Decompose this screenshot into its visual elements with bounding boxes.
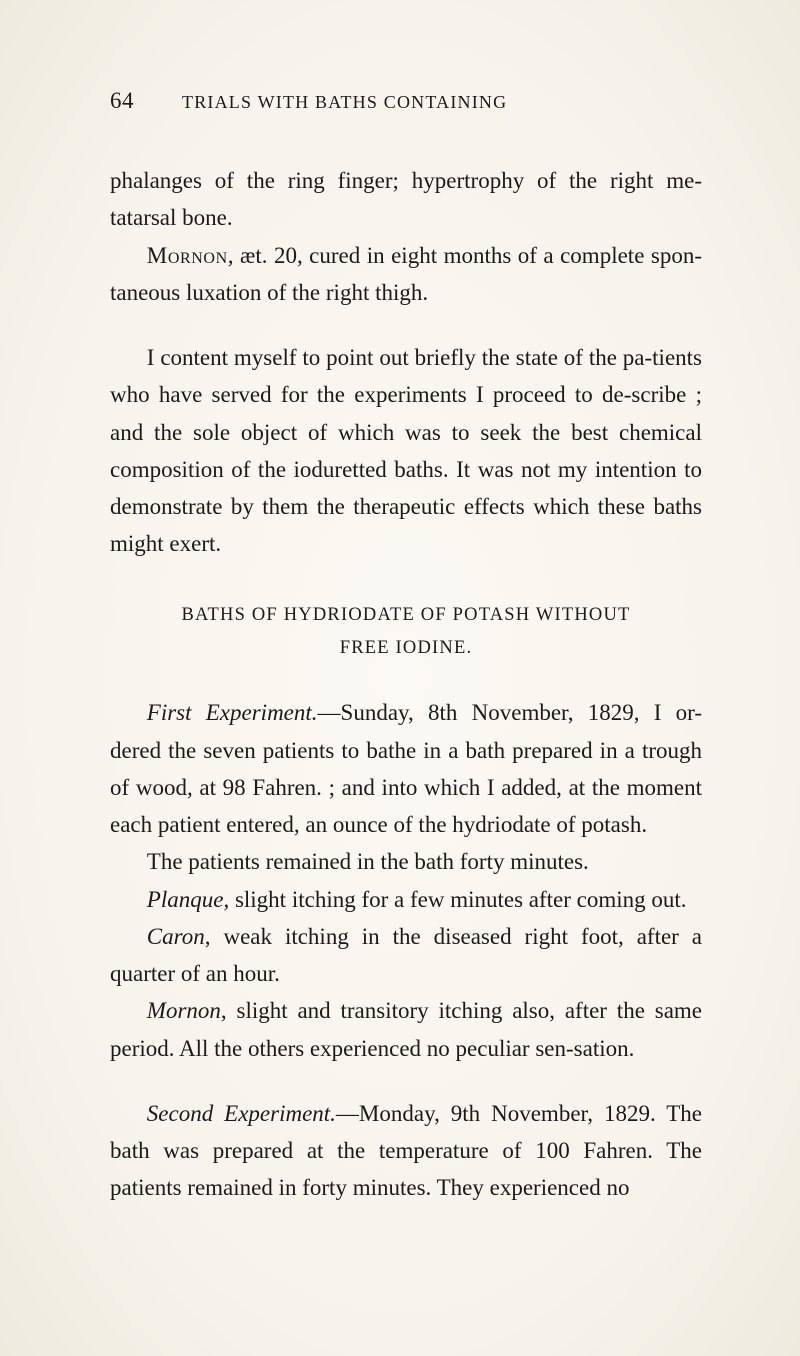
name-mornon-2: Mornon: [147, 998, 221, 1023]
page-number: 64: [110, 88, 134, 114]
running-title: TRIALS WITH BATHS CONTAINING: [182, 92, 507, 113]
paragraph-6-rest: slight itching for a few minutes after c…: [229, 887, 686, 912]
running-head: 64 TRIALS WITH BATHS CONTAINING: [110, 88, 702, 114]
paragraph-1: phalanges of the ring finger; hypertroph…: [110, 162, 702, 237]
paragraph-9: Second Experiment.—Monday, 9th November,…: [110, 1095, 702, 1207]
paragraph-block-1: phalanges of the ring finger; hypertroph…: [110, 162, 702, 311]
paragraph-block-3: Mornon, slight and transitory itching al…: [110, 992, 702, 1067]
page: 64 TRIALS WITH BATHS CONTAINING phalange…: [0, 0, 800, 1356]
experiment-label-1: First Experiment.: [147, 700, 318, 725]
paragraph-6: Planque, slight itching for a few minute…: [110, 881, 702, 918]
name-caron: Caron: [147, 924, 205, 949]
paragraph-2: Mornon, æt. 20, cured in eight months of…: [110, 237, 702, 312]
paragraph-block-2: I content myself to point out briefly th…: [110, 339, 702, 563]
paragraph-4: First Experiment.—Sunday, 8th November, …: [110, 694, 702, 843]
paragraph-8: Mornon, slight and transitory itching al…: [110, 992, 702, 1067]
name-planque: Planque,: [147, 887, 229, 912]
paragraph-3: I content myself to point out briefly th…: [110, 339, 702, 563]
section-subhead-line1: BATHS OF HYDRIODATE OF POTASH WITHOUT: [110, 601, 702, 631]
paragraph-7: Caron, weak itching in the diseased righ…: [110, 918, 702, 993]
experiment-label-2: Second Experiment.: [147, 1101, 336, 1126]
section-subhead-line2: FREE IODINE.: [110, 634, 702, 664]
name-mornon: Mornon: [147, 243, 228, 268]
paragraph-5: The patients remained in the bath forty …: [110, 843, 702, 880]
